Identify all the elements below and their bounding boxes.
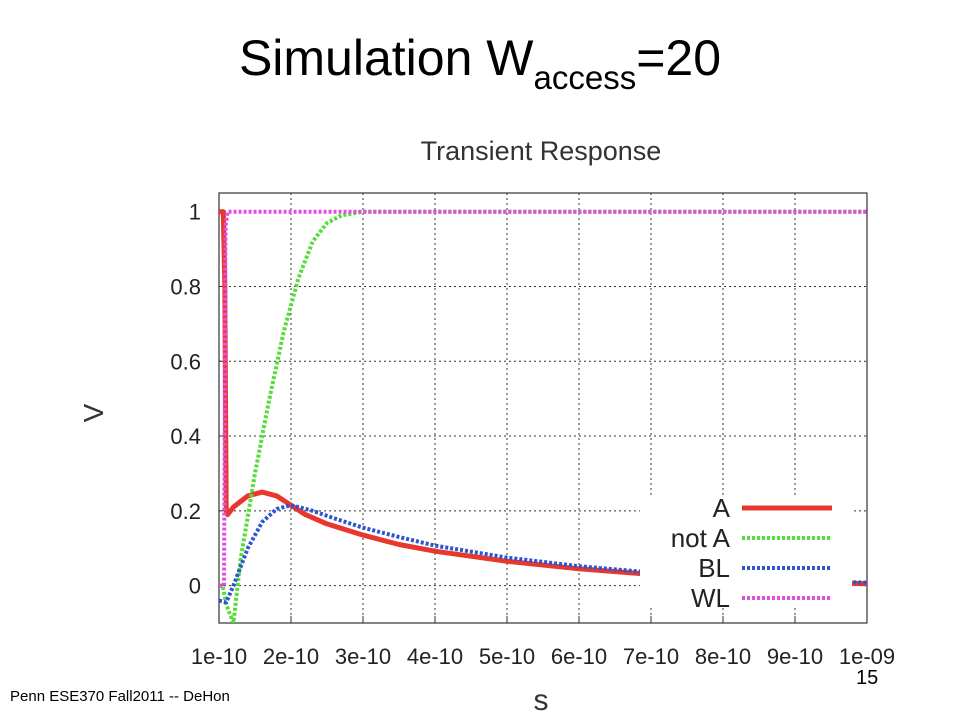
footer-text: Penn ESE370 Fall2011 -- DeHon: [10, 688, 230, 705]
page-number: 15: [856, 667, 879, 689]
y-axis-label: V: [78, 403, 109, 422]
legend-box: [640, 496, 852, 608]
chart-title: Transient Response: [421, 136, 662, 166]
series-line-wl: [219, 209, 867, 588]
y-tick-label: 0.4: [170, 424, 201, 449]
x-tick-label: 1e-09: [839, 644, 895, 669]
plot-frame: [218, 192, 868, 624]
legend-label-wl: WL: [691, 583, 730, 613]
axis-frame: [218, 192, 868, 624]
series-line-bl: [219, 503, 867, 605]
legend-label-not-a: not A: [671, 523, 731, 553]
slide-title-tail: =20: [636, 30, 722, 86]
x-tick-label: 6e-10: [551, 644, 607, 669]
x-tick-label: 5e-10: [479, 644, 535, 669]
y-tick-label: 0.6: [170, 349, 201, 374]
tick-labels: 1e-10 2e-10 3e-10 4e-10 5e-10 6e-10 7e-10 8e-10…: [170, 200, 895, 669]
slide-title: Simulation Waccess=20: [0, 28, 960, 108]
x-tick-label: 7e-10: [623, 644, 679, 669]
x-tick-label: 1e-10: [191, 644, 247, 669]
x-tick-label: 9e-10: [767, 644, 823, 669]
slide-title-subscript: access: [533, 59, 637, 96]
legend-label-bl: BL: [698, 553, 730, 583]
y-tick-label: 0.8: [170, 274, 201, 299]
y-tick-label: 0: [189, 574, 201, 599]
x-tick-label: 4e-10: [407, 644, 463, 669]
legend-label-a: A: [713, 493, 731, 523]
y-tick-label: 0.2: [170, 499, 201, 524]
slide-title-main: Simulation W: [238, 30, 534, 86]
x-axis-label: s: [534, 684, 549, 717]
series-lines: [219, 209, 867, 623]
y-tick-label: 1: [189, 200, 201, 225]
x-tick-label: 8e-10: [695, 644, 751, 669]
x-tick-label: 3e-10: [335, 644, 391, 669]
x-tick-label: 2e-10: [263, 644, 319, 669]
series-line-not-a: [219, 209, 867, 623]
